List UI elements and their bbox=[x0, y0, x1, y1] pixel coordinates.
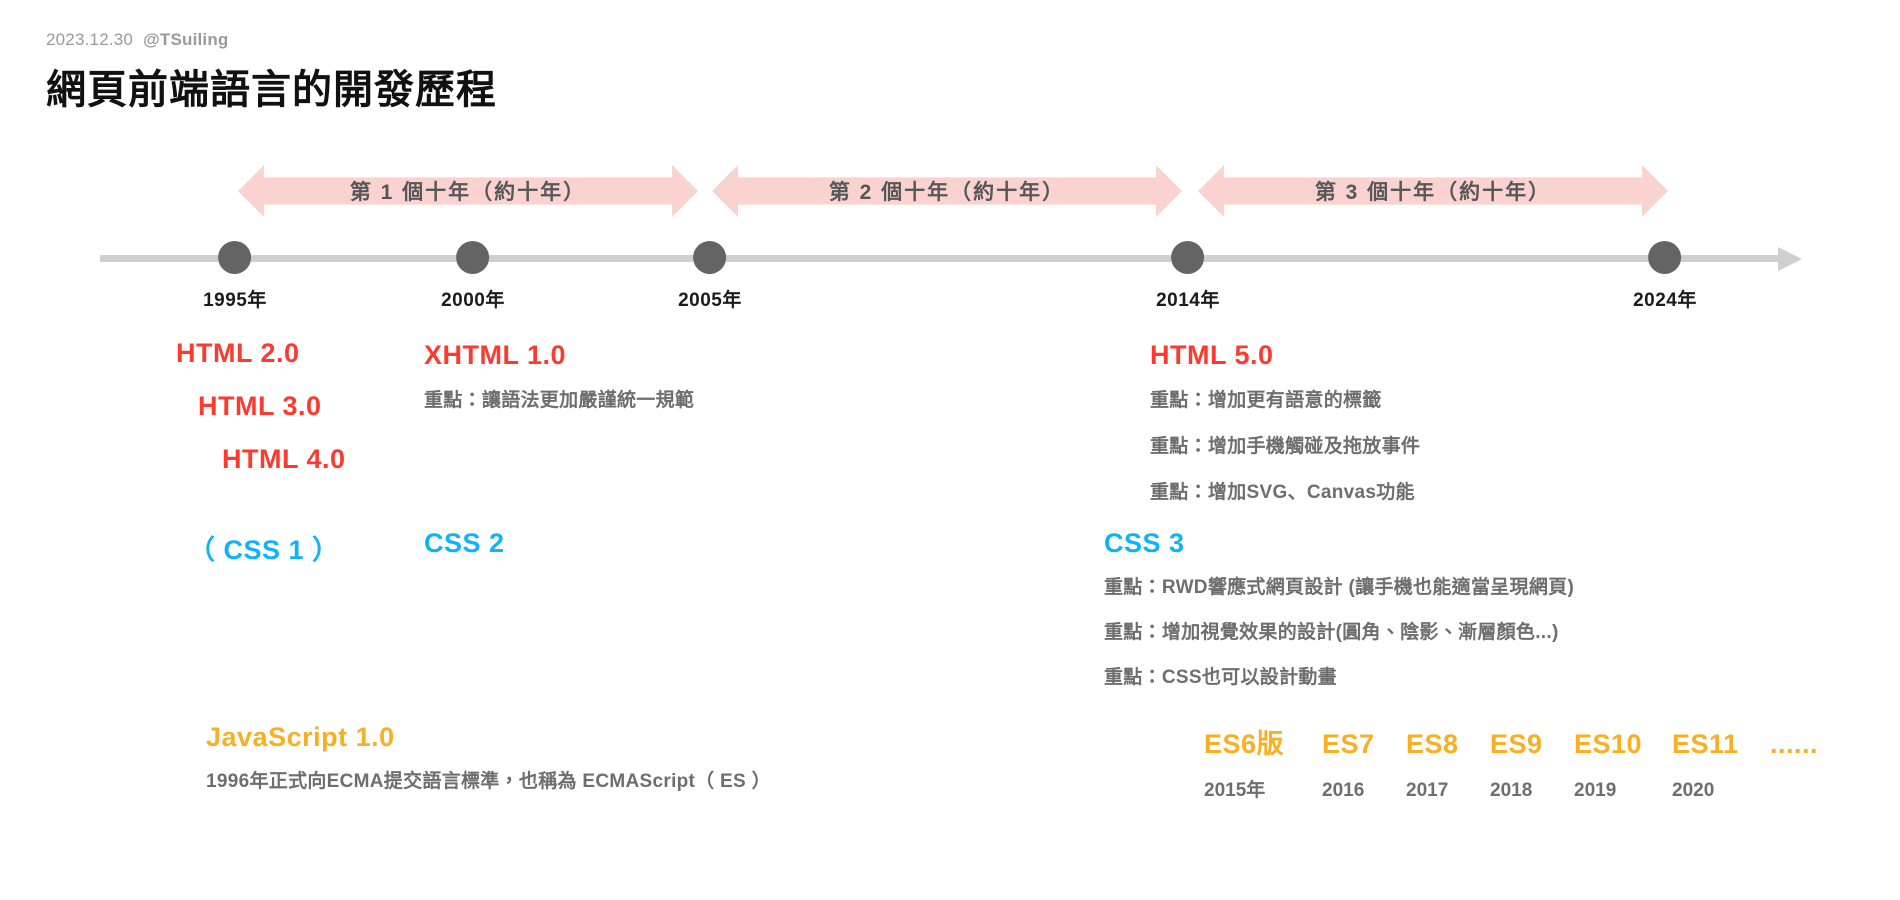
decade-label-3: 第 3 個十年（約十年） bbox=[1314, 181, 1552, 204]
xhtml-block: XHTML 1.0 重點：讓語法更加嚴謹統一規範 bbox=[424, 340, 694, 417]
timeline-dot-icon bbox=[1648, 241, 1682, 274]
html-version-4: HTML 4.0 bbox=[222, 444, 346, 474]
es-year-2016: 2016 bbox=[1322, 780, 1365, 801]
es-version-11: ES11 bbox=[1672, 729, 1739, 759]
timeline-node-1995: 1995年 bbox=[203, 240, 267, 312]
axis-line bbox=[100, 255, 1780, 262]
es-year-2020: 2020 bbox=[1672, 780, 1715, 801]
css3-note-2: 重點：增加視覺效果的設計(圓角、陰影、漸層顏色...) bbox=[1104, 621, 1559, 643]
timeline-node-2014: 2014年 bbox=[1156, 240, 1220, 312]
html5-note-3: 重點：增加SVG、Canvas功能 bbox=[1150, 481, 1415, 503]
css1-block: （ CSS 1 ） bbox=[188, 528, 340, 567]
javascript-note-1: 1996年正式向ECMA提交語言標準，也稱為 ECMAScript（ ES ） bbox=[206, 771, 771, 792]
es-version-10: ES10 bbox=[1574, 729, 1643, 759]
ecmascript-version-row: ES6版 ES7 ES8 ES9 ES10 ES11 ...... bbox=[1204, 722, 1818, 761]
es-year-2015: 2015年 bbox=[1204, 780, 1266, 801]
header-meta: 2023.12.30 @TSuiling bbox=[46, 30, 497, 50]
javascript-title: JavaScript 1.0 bbox=[206, 722, 395, 752]
html-version-2: HTML 2.0 bbox=[176, 338, 300, 368]
es-version-7: ES7 bbox=[1322, 729, 1375, 759]
timeline-dot-icon bbox=[1171, 241, 1205, 274]
html5-title: HTML 5.0 bbox=[1150, 340, 1274, 370]
page-title: 網頁前端語言的開發歷程 bbox=[46, 68, 497, 112]
html-early-versions-block: HTML 2.0 HTML 3.0 HTML 4.0 bbox=[176, 340, 346, 473]
html5-note-2: 重點：增加手機觸碰及拖放事件 bbox=[1150, 435, 1421, 457]
xhtml-note-1: 重點：讓語法更加嚴謹統一規範 bbox=[424, 390, 695, 411]
decade-arrow-3: 第 3 個十年（約十年） bbox=[1198, 160, 1668, 222]
css3-note-1: 重點：RWD響應式網頁設計 (讓手機也能適當呈現網頁) bbox=[1104, 577, 1575, 598]
css3-title: CSS 3 bbox=[1104, 528, 1185, 558]
css2-block: CSS 2 bbox=[424, 528, 505, 559]
timeline-dot-icon bbox=[693, 241, 727, 274]
css3-note-3: 重點：CSS也可以設計動畫 bbox=[1104, 666, 1337, 688]
axis-arrowhead-icon bbox=[1778, 247, 1802, 271]
css1-title: （ CSS 1 ） bbox=[188, 535, 340, 565]
timeline-dot-icon bbox=[218, 241, 252, 274]
author-handle: @TSuiling bbox=[143, 30, 229, 49]
decade-band: 第 1 個十年（約十年） 第 2 個十年（約十年） 第 3 個十年（約十年） bbox=[0, 160, 1900, 222]
es-year-2018: 2018 bbox=[1490, 780, 1533, 801]
timeline-year-label: 2024年 bbox=[1633, 290, 1697, 311]
decade-label-2: 第 2 個十年（約十年） bbox=[828, 181, 1066, 204]
timeline-year-label: 2000年 bbox=[441, 290, 505, 311]
es-year-2017: 2017 bbox=[1406, 780, 1449, 801]
timeline-node-2005: 2005年 bbox=[678, 240, 742, 312]
javascript-block: JavaScript 1.0 1996年正式向ECMA提交語言標準，也稱為 EC… bbox=[206, 722, 771, 798]
es-year-2019: 2019 bbox=[1574, 780, 1617, 801]
es-version-9: ES9 bbox=[1490, 729, 1543, 759]
es-version-more: ...... bbox=[1770, 729, 1819, 759]
timeline-axis: 1995年 2000年 2005年 2014年 2024年 bbox=[0, 240, 1900, 320]
css3-block: CSS 3 重點：RWD響應式網頁設計 (讓手機也能適當呈現網頁) 重點：增加視… bbox=[1104, 528, 1574, 694]
html5-note-1: 重點：增加更有語意的標籤 bbox=[1150, 390, 1382, 411]
decade-arrow-1: 第 1 個十年（約十年） bbox=[238, 160, 698, 222]
xhtml-title: XHTML 1.0 bbox=[424, 340, 567, 370]
timeline-year-label: 2005年 bbox=[678, 290, 742, 311]
page-header: 2023.12.30 @TSuiling 網頁前端語言的開發歷程 bbox=[46, 30, 497, 115]
es-version-6: ES6版 bbox=[1204, 729, 1285, 759]
timeline-dot-icon bbox=[456, 241, 490, 274]
timeline-year-label: 1995年 bbox=[203, 290, 267, 311]
timeline-node-2000: 2000年 bbox=[441, 240, 505, 312]
css2-title: CSS 2 bbox=[424, 528, 505, 558]
decade-label-1: 第 1 個十年（約十年） bbox=[349, 181, 587, 204]
html5-block: HTML 5.0 重點：增加更有語意的標籤 重點：增加手機觸碰及拖放事件 重點：… bbox=[1150, 340, 1420, 509]
ecmascript-year-row: 2015年 2016 2017 2018 2019 2020 bbox=[1204, 775, 1818, 802]
html-version-3: HTML 3.0 bbox=[198, 391, 322, 421]
publish-date: 2023.12.30 bbox=[46, 30, 134, 49]
decade-arrow-2: 第 2 個十年（約十年） bbox=[712, 160, 1182, 222]
es-version-8: ES8 bbox=[1406, 729, 1459, 759]
timeline-year-label: 2014年 bbox=[1156, 290, 1220, 311]
timeline-node-2024: 2024年 bbox=[1633, 240, 1697, 312]
ecmascript-block: ES6版 ES7 ES8 ES9 ES10 ES11 ...... 2015年 … bbox=[1204, 722, 1818, 802]
